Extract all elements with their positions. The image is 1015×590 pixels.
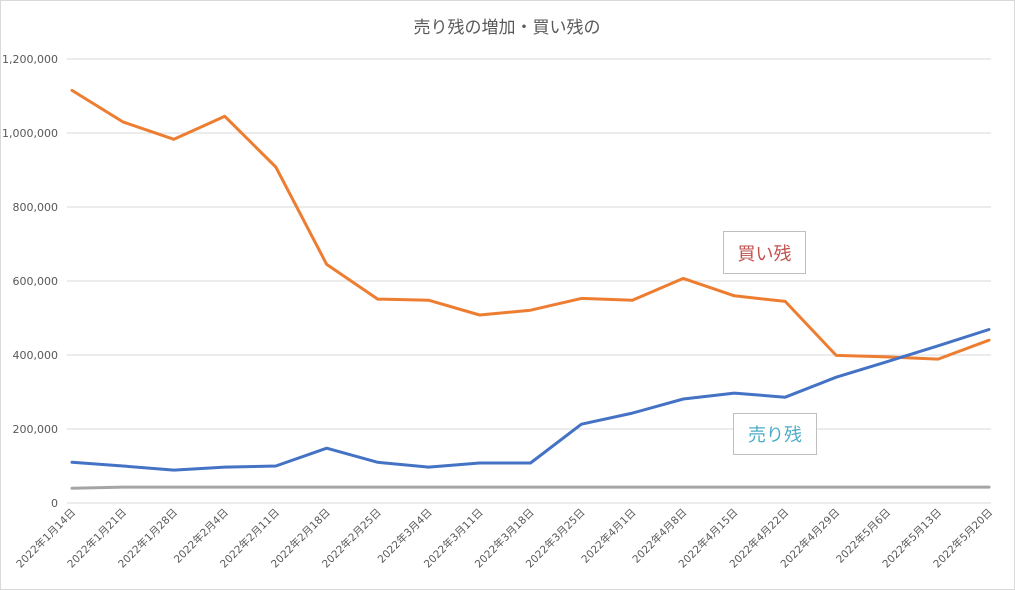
buy-remaining-label: 買い残 [737, 243, 792, 265]
buy-remaining-callout: 買い残 [723, 231, 806, 274]
series-line-2 [70, 328, 991, 472]
y-tick-label: 1,200,000 [2, 53, 58, 66]
sell-remaining-label: 売り残 [748, 425, 802, 446]
y-tick-label: 600,000 [13, 275, 59, 288]
gridlines [67, 58, 991, 504]
y-tick-label: 1,000,000 [2, 127, 58, 140]
series-lines [70, 88, 991, 490]
sell-remaining-callout: 売り残 [733, 413, 817, 455]
series-line-3 [70, 485, 991, 490]
y-tick-label: 400,000 [13, 349, 59, 362]
y-tick-label: 0 [51, 497, 58, 510]
y-tick-label: 800,000 [13, 201, 59, 214]
series-line-1 [70, 88, 991, 361]
x-axis-tick-labels: 2022年1月14日2022年1月21日2022年1月28日2022年2月4日2… [14, 506, 996, 571]
chart-title: 売り残の増加・買い残の [414, 18, 601, 38]
y-tick-label: 200,000 [13, 423, 59, 436]
y-axis-tick-labels: 0 200,000 400,000 600,000 800,000 1,000,000 1,… [2, 53, 58, 510]
